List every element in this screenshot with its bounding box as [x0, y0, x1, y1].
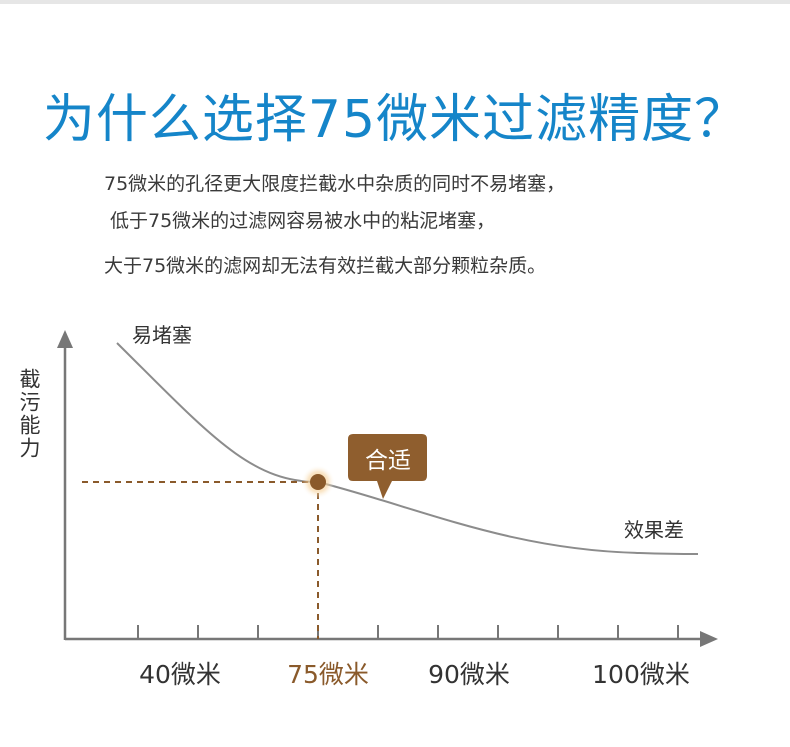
y-axis-arrow — [57, 330, 73, 348]
x-tick-label-90: 90微米 — [428, 660, 510, 689]
description-line-2: 低于75微米的过滤网容易被水中的粘泥堵塞， — [110, 210, 496, 232]
callout-bubble — [348, 434, 427, 499]
x-axis-arrow — [700, 631, 718, 647]
capacity-curve — [116, 342, 699, 555]
page-title: 为什么选择75微米过滤精度？ — [42, 90, 748, 150]
filtration-chart: 截污能力 合适 易堵塞 效果差 40微米 75微米 90微米 100微米 — [17, 323, 718, 689]
curve-end-label: 效果差 — [624, 518, 684, 542]
description-line-3: 大于75微米的滤网却无法有效拦截大部分颗粒杂质。 — [104, 255, 547, 277]
highlight-point — [310, 474, 326, 490]
curve-start-label: 易堵塞 — [132, 323, 192, 347]
description-line-1: 75微米的孔径更大限度拦截水中杂质的同时不易堵塞， — [104, 173, 566, 195]
x-tick-label-100: 100微米 — [592, 660, 690, 689]
y-axis-label: 截污能力 — [17, 368, 41, 460]
top-divider — [0, 0, 790, 4]
x-tick-label-40: 40微米 — [139, 660, 221, 689]
x-axis-ticks — [137, 625, 679, 639]
callout-label: 合适 — [365, 448, 411, 474]
x-tick-label-75: 75微米 — [287, 660, 369, 689]
